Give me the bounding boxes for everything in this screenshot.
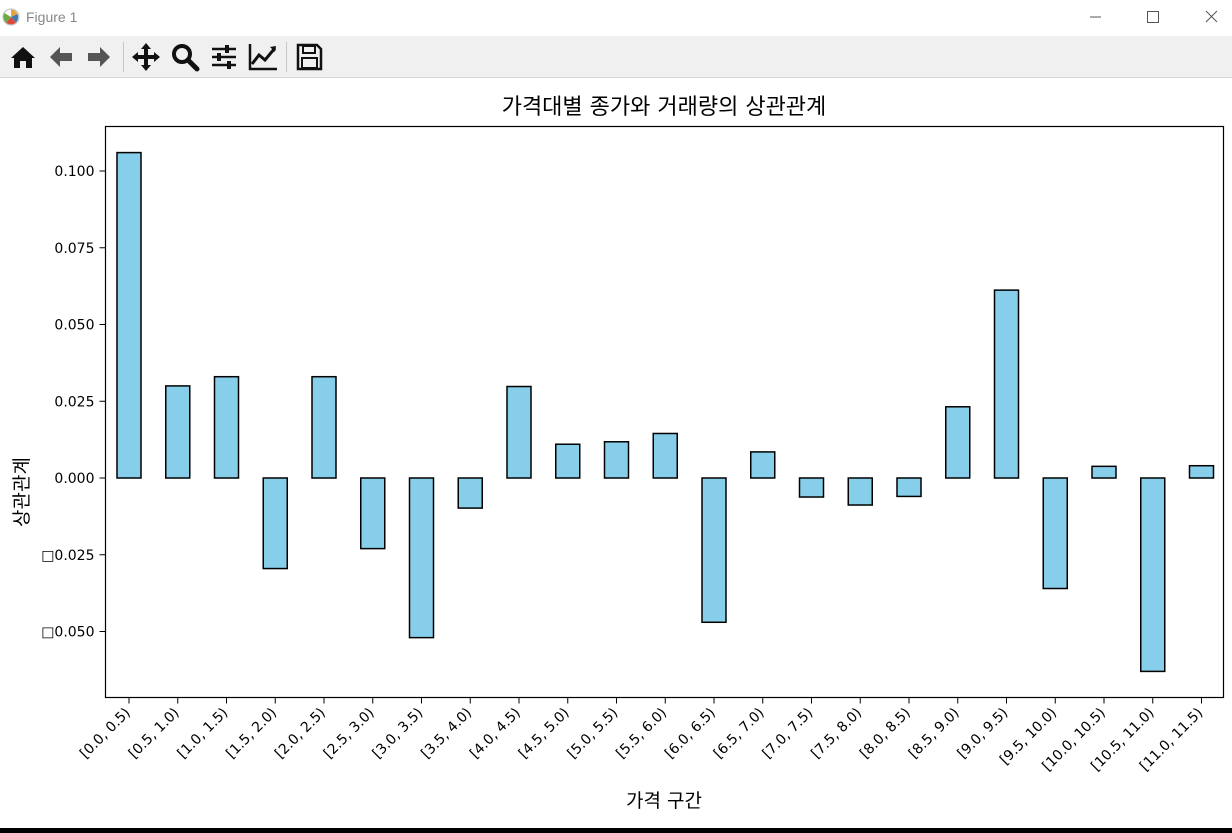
bar-21 bbox=[1140, 477, 1166, 673]
zoom-button[interactable] bbox=[168, 40, 202, 74]
arrow-right-icon bbox=[88, 47, 110, 67]
plot-area-frame bbox=[104, 125, 1225, 699]
bar-17 bbox=[945, 406, 971, 479]
edit-axis-button[interactable] bbox=[246, 40, 280, 74]
matplotlib-icon bbox=[2, 8, 20, 26]
x-tick-label-6: [3.0, 3.5) bbox=[370, 705, 427, 762]
x-tick-label-14: [7.0, 7.5) bbox=[760, 705, 817, 762]
bar-7 bbox=[457, 477, 483, 509]
close-button[interactable] bbox=[1182, 0, 1232, 34]
x-tick-label-5: [2.5, 3.0) bbox=[321, 705, 378, 762]
floppy-disk-icon bbox=[296, 43, 323, 71]
save-button[interactable] bbox=[292, 40, 326, 74]
y-axis: □0.050 □0.025 0.000 0.025 0.050 0.075 0.100 bbox=[41, 164, 106, 640]
y-tick-label-3: 0.025 bbox=[54, 394, 94, 410]
y-tick-label-1: □0.025 bbox=[41, 548, 94, 564]
x-tick-label-11: [5.5, 6.0) bbox=[613, 705, 670, 762]
bar-20 bbox=[1091, 465, 1117, 479]
window-bottom-border bbox=[0, 828, 1232, 833]
bar-22 bbox=[1188, 464, 1215, 479]
toolbar-separator bbox=[286, 42, 287, 72]
bar-1 bbox=[165, 385, 191, 479]
magnifier-icon bbox=[172, 44, 200, 72]
x-tick-label-15: [7.5, 8.0) bbox=[808, 705, 865, 762]
back-button[interactable] bbox=[44, 40, 78, 74]
bar-12 bbox=[701, 477, 727, 624]
maximize-icon bbox=[1147, 11, 1159, 23]
bar-5 bbox=[360, 477, 386, 550]
bar-18 bbox=[993, 289, 1020, 479]
bar-14 bbox=[798, 477, 825, 498]
y-tick-label-5: 0.075 bbox=[54, 241, 94, 257]
y-tick-label-0: □0.050 bbox=[41, 624, 94, 640]
y-tick-label-2: 0.000 bbox=[54, 471, 94, 487]
home-button[interactable] bbox=[6, 40, 40, 74]
bar-16 bbox=[896, 477, 922, 498]
x-axis-label: 가격 구간 bbox=[626, 790, 702, 812]
bar-19 bbox=[1042, 477, 1068, 590]
home-icon bbox=[11, 47, 35, 68]
sliders-icon bbox=[212, 45, 236, 69]
line-chart-icon bbox=[248, 44, 277, 71]
close-icon bbox=[1205, 10, 1218, 23]
x-tick-label-16: [8.0, 8.5) bbox=[857, 705, 914, 762]
x-tick-label-7: [3.5, 4.0) bbox=[418, 705, 475, 762]
navigation-toolbar bbox=[0, 36, 1232, 78]
window-titlebar: Figure 1 bbox=[0, 0, 1232, 36]
x-tick-label-4: [2.0, 2.5) bbox=[272, 705, 329, 762]
bar-4 bbox=[311, 375, 337, 479]
bar-3 bbox=[262, 477, 288, 570]
bars-group bbox=[116, 151, 1215, 673]
bar-2 bbox=[213, 375, 240, 479]
y-tick-label-6: 0.100 bbox=[54, 164, 94, 180]
y-tick-label-4: 0.050 bbox=[54, 318, 94, 334]
x-tick-label-1: [0.5, 1.0) bbox=[126, 705, 183, 762]
window-title: Figure 1 bbox=[26, 9, 78, 25]
x-tick-label-13: [6.5, 7.0) bbox=[711, 705, 768, 762]
x-tick-label-17: [8.5, 9.0) bbox=[906, 705, 963, 762]
x-tick-label-2: [1.0, 1.5) bbox=[175, 705, 232, 762]
bar-6 bbox=[408, 477, 435, 639]
toolbar-separator bbox=[123, 42, 124, 72]
bar-0 bbox=[116, 151, 142, 479]
x-tick-label-9: [4.5, 5.0) bbox=[516, 705, 573, 762]
x-tick-label-3: [1.5, 2.0) bbox=[223, 705, 280, 762]
bar-9 bbox=[555, 443, 581, 479]
x-tick-label-12: [6.0, 6.5) bbox=[662, 705, 719, 762]
bar-8 bbox=[506, 385, 532, 479]
chart-title: 가격대별 종가와 거래량의 상관관계 bbox=[502, 95, 827, 120]
bar-15 bbox=[847, 477, 873, 506]
minimize-icon bbox=[1090, 16, 1101, 18]
minimize-button[interactable] bbox=[1066, 0, 1124, 34]
x-axis: [0.0, 0.5)[0.5, 1.0)[1.0, 1.5)[1.5, 2.0)… bbox=[77, 697, 1206, 774]
forward-button[interactable] bbox=[82, 40, 116, 74]
x-tick-label-10: [5.0, 5.5) bbox=[565, 705, 622, 762]
move-icon bbox=[132, 43, 160, 71]
figure-canvas: 가격대별 종가와 거래량의 상관관계 가격 구간 상관관계 □0.050□0.0… bbox=[11, 95, 1225, 812]
arrow-left-icon bbox=[50, 47, 72, 67]
configure-subplots-button[interactable] bbox=[207, 40, 241, 74]
x-tick-label-0: [0.0, 0.5) bbox=[77, 705, 134, 762]
y-axis-label: 상관관계 bbox=[11, 457, 33, 527]
bar-11 bbox=[652, 432, 678, 479]
pan-button[interactable] bbox=[129, 40, 163, 74]
x-tick-label-8: [4.0, 4.5) bbox=[467, 705, 524, 762]
bar-10 bbox=[603, 441, 630, 479]
bar-13 bbox=[750, 451, 776, 479]
maximize-button[interactable] bbox=[1124, 0, 1182, 34]
